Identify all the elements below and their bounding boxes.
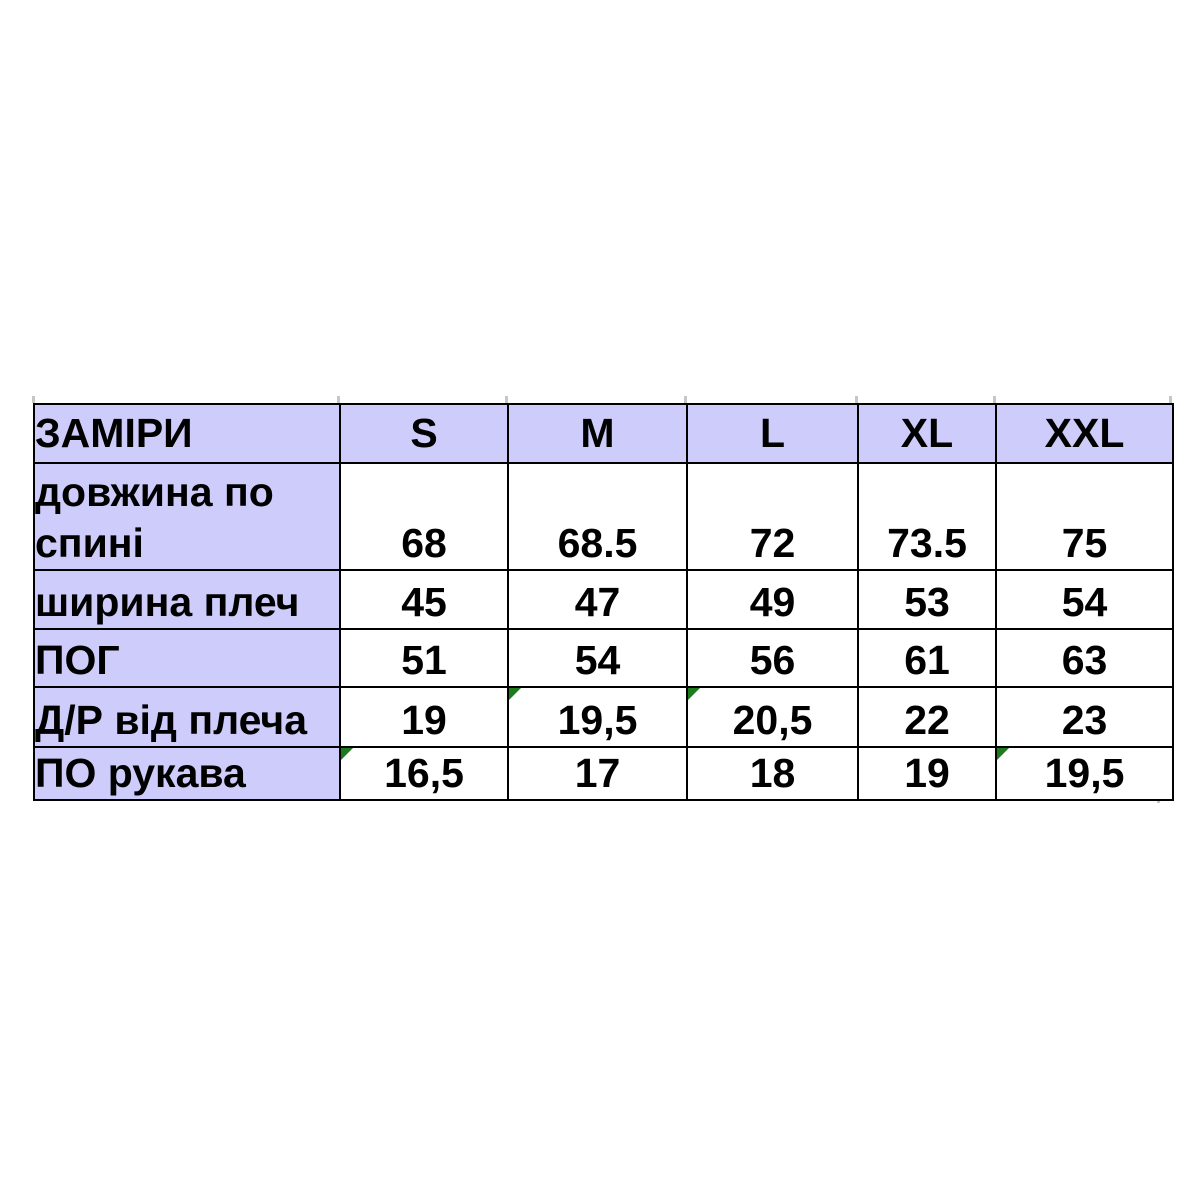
table-cell: 16,5 <box>339 745 509 802</box>
table-cell: 19 <box>857 745 997 802</box>
table-cell: 54 <box>507 628 688 688</box>
table-cell: 20,5 <box>686 686 859 748</box>
table-cell: 72 <box>686 462 859 571</box>
table-cell: 73.5 <box>857 462 997 571</box>
table-cell: 49 <box>686 569 859 630</box>
table-cell: 68.5 <box>507 462 688 571</box>
row-label: ПО рукава <box>33 745 341 802</box>
row-label: Д/Р від плеча <box>33 686 341 748</box>
table-cell: 23 <box>995 686 1174 748</box>
header-cell-size-xxl: XXL <box>995 403 1174 464</box>
table-row-sleeve-from-shoulder: Д/Р від плеча 19 19,5 20,5 22 23 <box>33 686 1174 748</box>
table-cell: 53 <box>857 569 997 630</box>
table-cell: 61 <box>857 628 997 688</box>
table-cell: 56 <box>686 628 859 688</box>
row-label: довжина по спині <box>33 462 341 571</box>
cell-value: 16,5 <box>384 750 464 796</box>
measurements-table: ЗАМІРИ S M L XL XXL довжина по спині 68 … <box>33 403 1174 802</box>
table-cell: 22 <box>857 686 997 748</box>
header-cell-size-xl: XL <box>857 403 997 464</box>
green-triangle-icon <box>689 689 700 700</box>
table-cell: 51 <box>339 628 509 688</box>
header-cell-measurements: ЗАМІРИ <box>33 403 341 464</box>
table-header-row: ЗАМІРИ S M L XL XXL <box>33 403 1174 464</box>
table-cell: 47 <box>507 569 688 630</box>
header-cell-size-m: M <box>507 403 688 464</box>
gridline-stub <box>505 396 508 403</box>
cell-value: 19,5 <box>557 696 638 743</box>
gridline-stub <box>337 396 340 403</box>
green-triangle-icon <box>510 689 521 700</box>
gridline-stub <box>32 396 35 403</box>
row-label: ПОГ <box>33 628 341 688</box>
table-cell: 19,5 <box>995 745 1174 802</box>
green-triangle-icon <box>342 749 353 760</box>
table-cell: 63 <box>995 628 1174 688</box>
table-cell: 68 <box>339 462 509 571</box>
cell-value: 19,5 <box>1044 750 1125 796</box>
cell-value: 20,5 <box>732 696 813 743</box>
table-cell: 19 <box>339 686 509 748</box>
table-cell: 18 <box>686 745 859 802</box>
table-cell: 54 <box>995 569 1174 630</box>
table-row-chest: ПОГ 51 54 56 61 63 <box>33 628 1174 688</box>
table-cell: 17 <box>507 745 688 802</box>
header-cell-size-s: S <box>339 403 509 464</box>
table-row-sleeve-girth: ПО рукава 16,5 17 18 19 19,5 <box>33 745 1174 802</box>
table-row-shoulder-width: ширина плеч 45 47 49 53 54 <box>33 569 1174 630</box>
table-cell: 75 <box>995 462 1174 571</box>
gridline-stub <box>855 396 858 403</box>
row-label: ширина плеч <box>33 569 341 630</box>
green-triangle-icon <box>998 749 1009 760</box>
gridline-stub <box>993 396 996 403</box>
gridline-stub <box>684 396 687 403</box>
table-cell: 19,5 <box>507 686 688 748</box>
table-row-back-length: довжина по спині 68 68.5 72 73.5 75 <box>33 462 1174 571</box>
table-cell: 45 <box>339 569 509 630</box>
gridline-stub <box>1169 396 1172 403</box>
header-cell-size-l: L <box>686 403 859 464</box>
